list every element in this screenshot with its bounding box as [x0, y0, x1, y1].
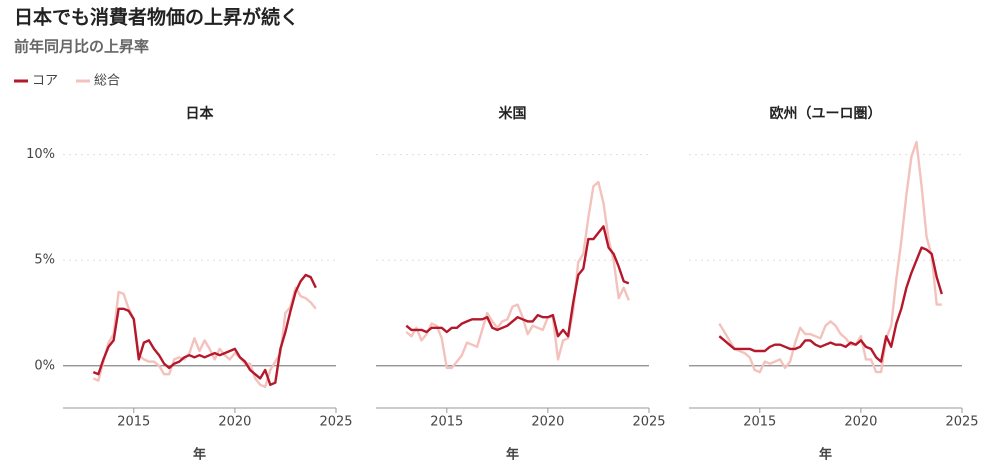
series-line [405, 225, 630, 338]
series-line [718, 140, 942, 374]
x-tick-label: 2020 [218, 415, 251, 430]
x-axis-label: 年 [193, 447, 206, 463]
series-line [92, 286, 317, 389]
y-tick-label: 0% [34, 358, 55, 373]
y-tick-label: 5% [34, 253, 55, 268]
x-tick-label: 2015 [117, 415, 150, 430]
x-tick-label: 2015 [743, 415, 776, 430]
x-tick-label: 2025 [319, 415, 352, 430]
panel-title: 日本 [186, 105, 215, 122]
x-tick-label: 2020 [844, 415, 877, 430]
y-tick-label: 10% [26, 147, 55, 162]
series-line [718, 246, 943, 363]
series-line [405, 180, 630, 370]
x-tick-label: 2015 [430, 415, 463, 430]
panel-title: 欧州（ユーロ圏） [770, 105, 882, 122]
x-axis-label: 年 [819, 447, 832, 463]
chart-subtitle: 前年同月比の上昇率 [14, 38, 149, 56]
x-tick-label: 2020 [531, 415, 564, 430]
x-axis-label: 年 [506, 447, 519, 463]
x-tick-label: 2025 [945, 415, 978, 430]
legend-label: 総合 [94, 74, 120, 89]
chart-title: 日本でも消費者物価の上昇が続く [14, 6, 299, 29]
legend-label: コア [32, 74, 58, 89]
x-tick-label: 2025 [632, 415, 665, 430]
panel-title: 米国 [499, 105, 527, 122]
series-line [92, 273, 317, 386]
